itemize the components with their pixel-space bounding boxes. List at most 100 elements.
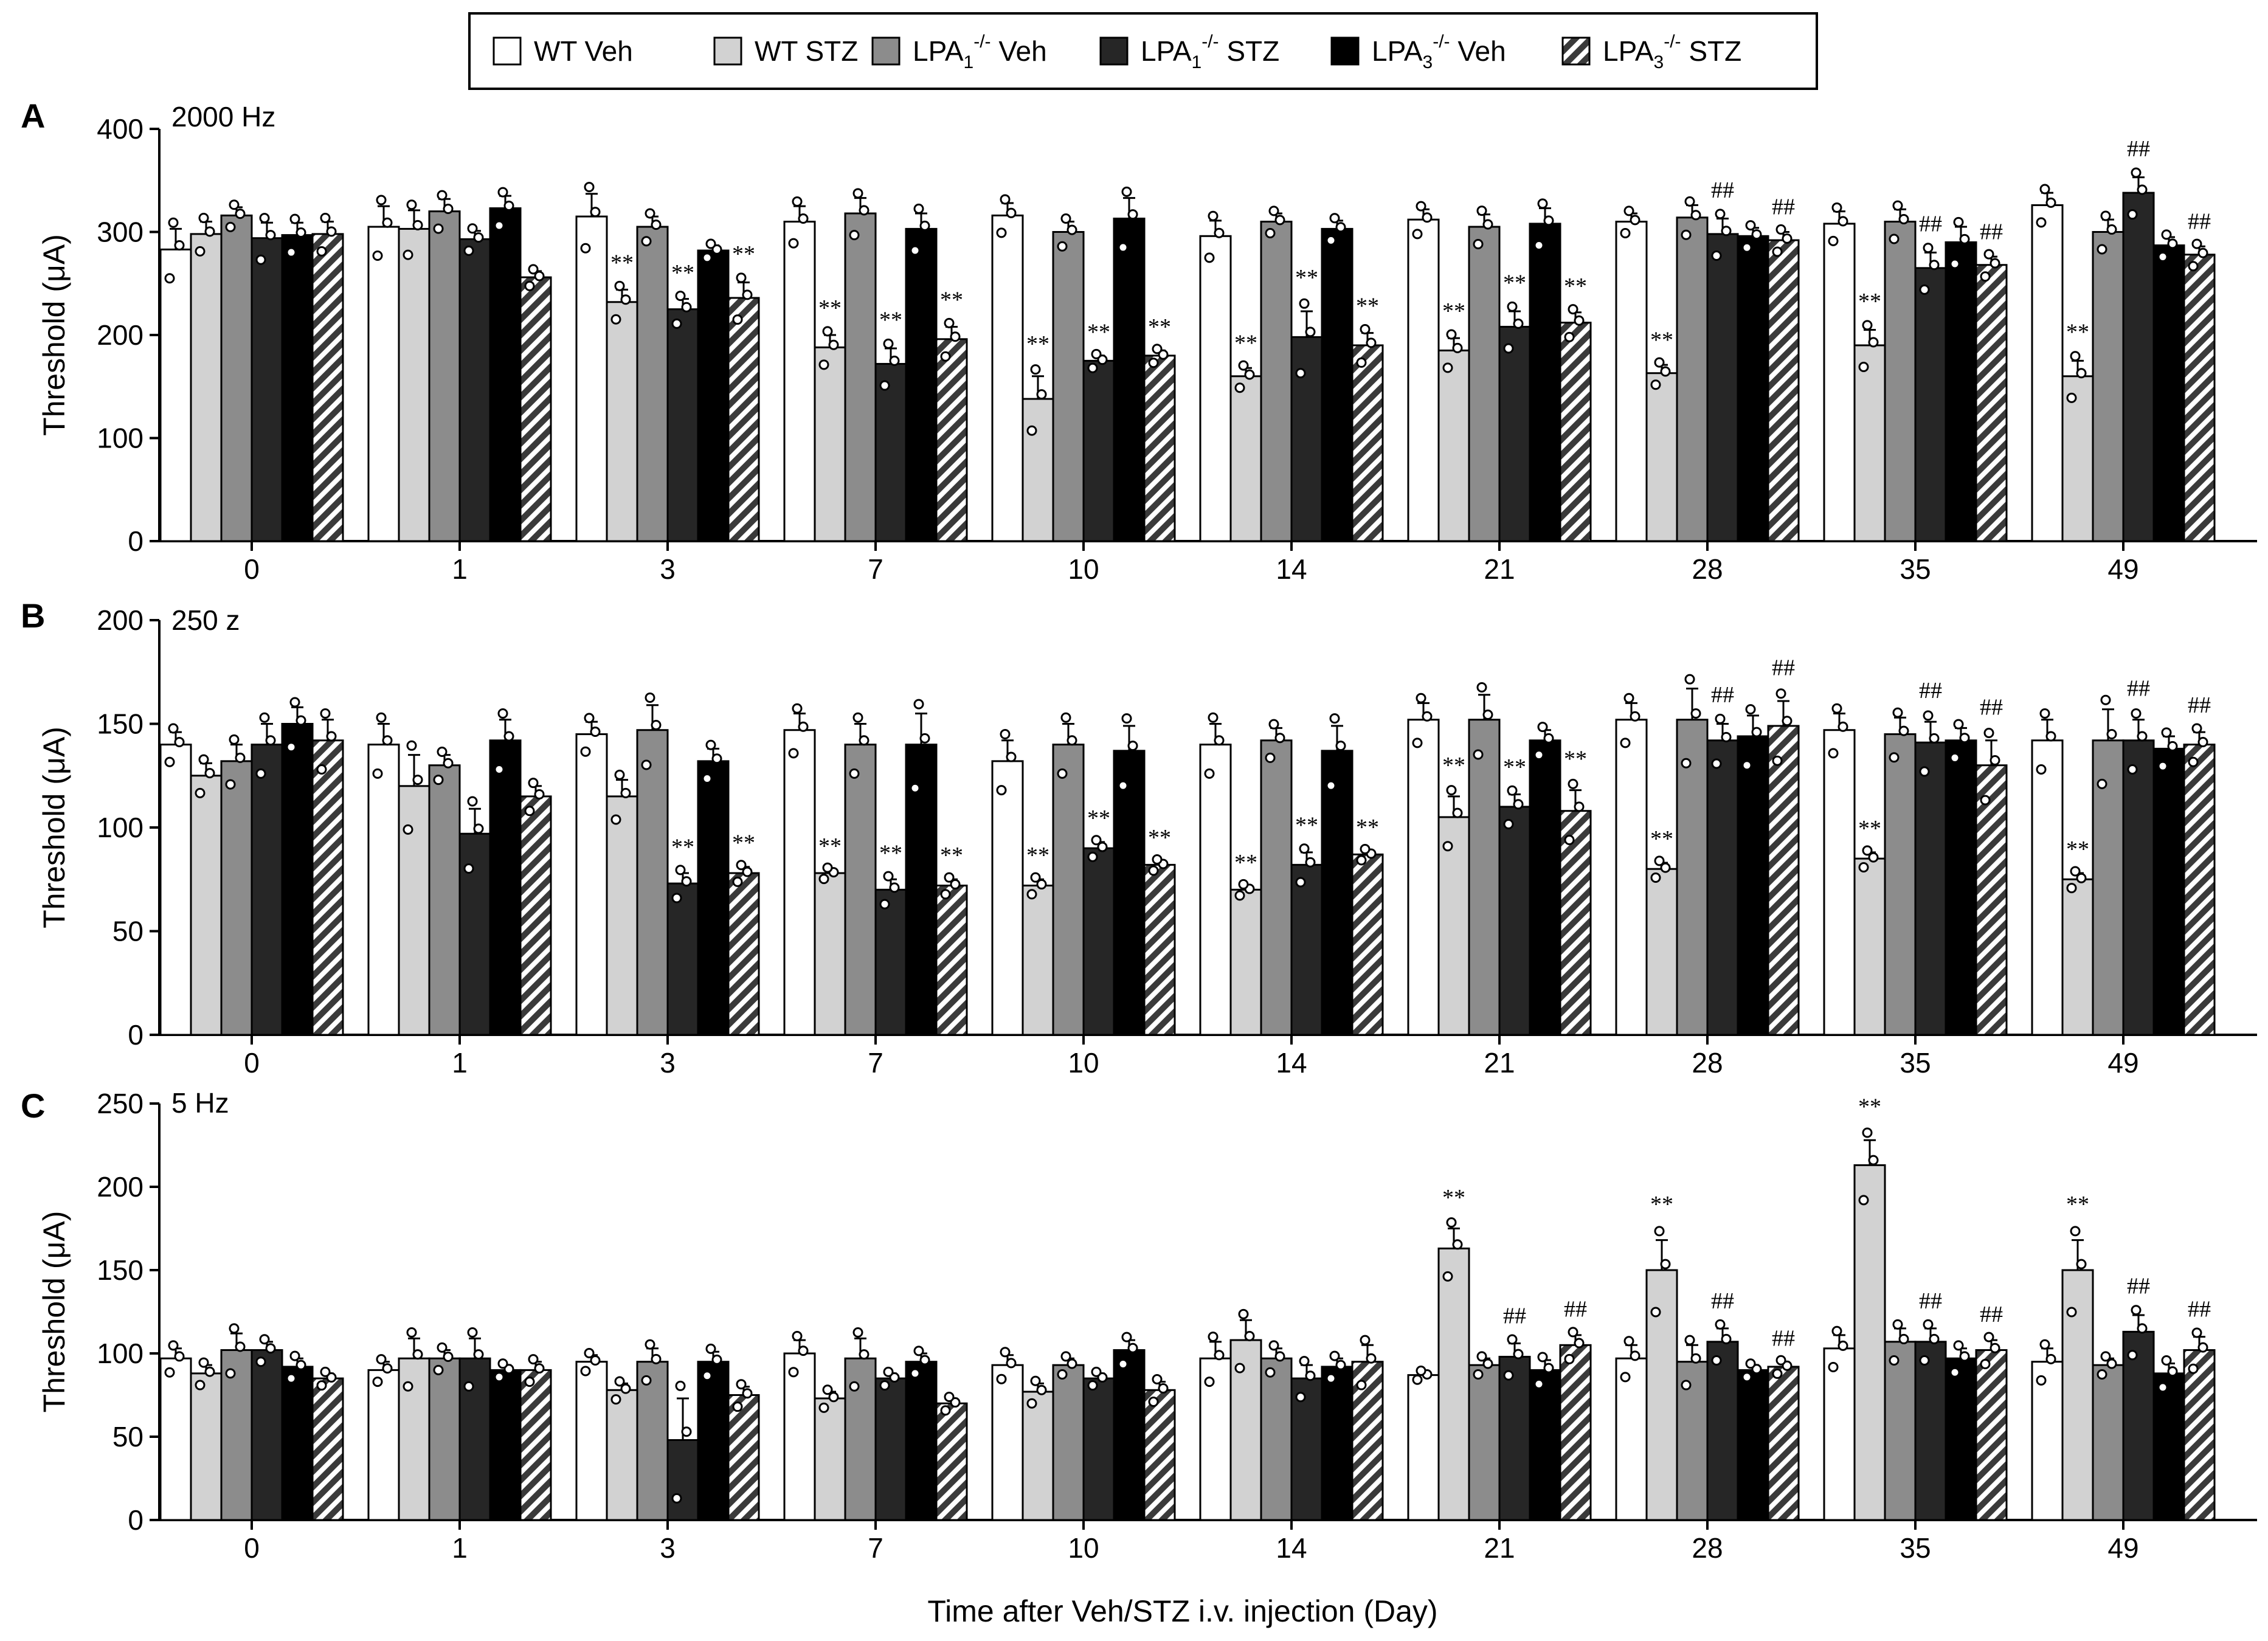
data-point [376, 1354, 387, 1365]
data-point [1127, 209, 1138, 220]
data-point [1208, 712, 1219, 723]
data-point [1268, 206, 1279, 216]
bar-lpa3_veh [1737, 735, 1769, 1036]
legend-label-tail: STZ [1681, 35, 1742, 67]
bar-wt_veh [575, 215, 608, 542]
bar-lpa1_stz [1498, 325, 1531, 542]
data-point [1715, 713, 1726, 724]
data-point [265, 1343, 276, 1354]
data-point [1442, 841, 1453, 852]
bar-lpa1_stz [1290, 1377, 1323, 1521]
y-tick-label: 400 [97, 113, 143, 145]
significance-mark: ** [1234, 330, 1257, 356]
bar-lpa3_veh [1737, 1369, 1769, 1521]
data-point [1087, 851, 1098, 862]
data-point [1026, 889, 1037, 900]
y-tick-label: 300 [97, 216, 143, 248]
data-point [1097, 841, 1108, 852]
data-point [1152, 854, 1163, 865]
data-point [1782, 716, 1793, 727]
legend-label-lpa3_stz: LPA3-/- STZ [1603, 32, 1741, 72]
data-point [1858, 362, 1869, 373]
data-point [2100, 694, 2111, 705]
y-tick-label: 200 [97, 1171, 143, 1203]
bar-lpa1_veh [1260, 1357, 1293, 1521]
data-point [255, 768, 266, 779]
x-tick-label: 21 [1484, 1047, 1515, 1079]
bar-lpa3_stz [519, 795, 552, 1036]
data-point [675, 865, 686, 876]
bar-lpa1_veh [1052, 1364, 1085, 1521]
data-point [798, 1346, 809, 1356]
data-point [889, 882, 900, 893]
data-point [403, 824, 413, 835]
bar-lpa1_veh [636, 1361, 669, 1521]
data-point [168, 1340, 179, 1351]
data-point [1097, 1372, 1108, 1383]
data-point [497, 708, 508, 719]
bar-lpa3_stz [727, 1394, 760, 1521]
data-point [1326, 235, 1336, 246]
data-point [1000, 194, 1011, 205]
data-point [651, 720, 662, 731]
bar-lpa1_veh [1884, 1341, 1917, 1521]
significance-mark: ** [1356, 293, 1379, 319]
legend-label-sup: -/- [1433, 32, 1450, 52]
y-tick-label: 0 [128, 1504, 143, 1536]
data-point [1295, 1392, 1306, 1403]
bar-lpa3_stz [2183, 1349, 2216, 1521]
data-point [2161, 727, 2172, 738]
data-point [437, 747, 448, 758]
data-point [168, 217, 179, 228]
data-point [1654, 1226, 1665, 1237]
bar-lpa3_veh [1529, 223, 1561, 542]
bar-lpa1_stz [1706, 1341, 1739, 1521]
bar-wt_veh [1823, 223, 1856, 542]
bar-lpa1_stz [458, 238, 491, 542]
data-point [1745, 1358, 1756, 1369]
legend-swatch-lpa3_veh [1330, 36, 1360, 66]
data-point [195, 246, 206, 257]
bar-wt_stz [1229, 888, 1262, 1036]
data-point [1097, 354, 1108, 365]
x-tick-label: 28 [1692, 1047, 1723, 1079]
data-point [614, 1376, 625, 1387]
data-point [1775, 224, 1786, 235]
data-point [849, 1381, 860, 1392]
data-point [473, 232, 484, 243]
data-point [675, 1380, 686, 1391]
data-point [289, 1350, 300, 1361]
data-point [463, 1381, 474, 1392]
data-point [1473, 1369, 1484, 1380]
data-point [913, 1346, 924, 1356]
bar-lpa3_veh [1321, 750, 1354, 1036]
data-point [1214, 735, 1225, 746]
data-point [497, 187, 508, 198]
data-point [883, 338, 894, 349]
data-point [1060, 1351, 1071, 1362]
data-point [1980, 1359, 1991, 1370]
data-point [705, 739, 716, 750]
data-point [174, 737, 185, 748]
y-tick-label: 100 [97, 423, 143, 454]
bar-lpa3_stz [2183, 254, 2216, 542]
x-tick-label: 28 [1692, 1532, 1723, 1564]
data-point [1152, 344, 1163, 354]
significance-mark: ** [1234, 850, 1257, 876]
bar-group-day-28: 28 [1615, 196, 1800, 585]
bar-wt_stz [398, 227, 430, 542]
data-point [1416, 1365, 1426, 1376]
bar-lpa1_veh [220, 760, 253, 1036]
data-point [1036, 1384, 1047, 1395]
data-point [289, 213, 300, 224]
data-point [372, 768, 383, 779]
data-point [1775, 688, 1786, 699]
data-point [1898, 213, 1909, 224]
x-tick-label: 14 [1276, 553, 1307, 585]
bar-lpa1_stz [1498, 1355, 1531, 1521]
data-point [255, 1356, 266, 1367]
data-point [1533, 240, 1544, 251]
data-point [1329, 213, 1340, 224]
data-point [913, 699, 924, 710]
bar-lpa3_veh [281, 723, 314, 1036]
